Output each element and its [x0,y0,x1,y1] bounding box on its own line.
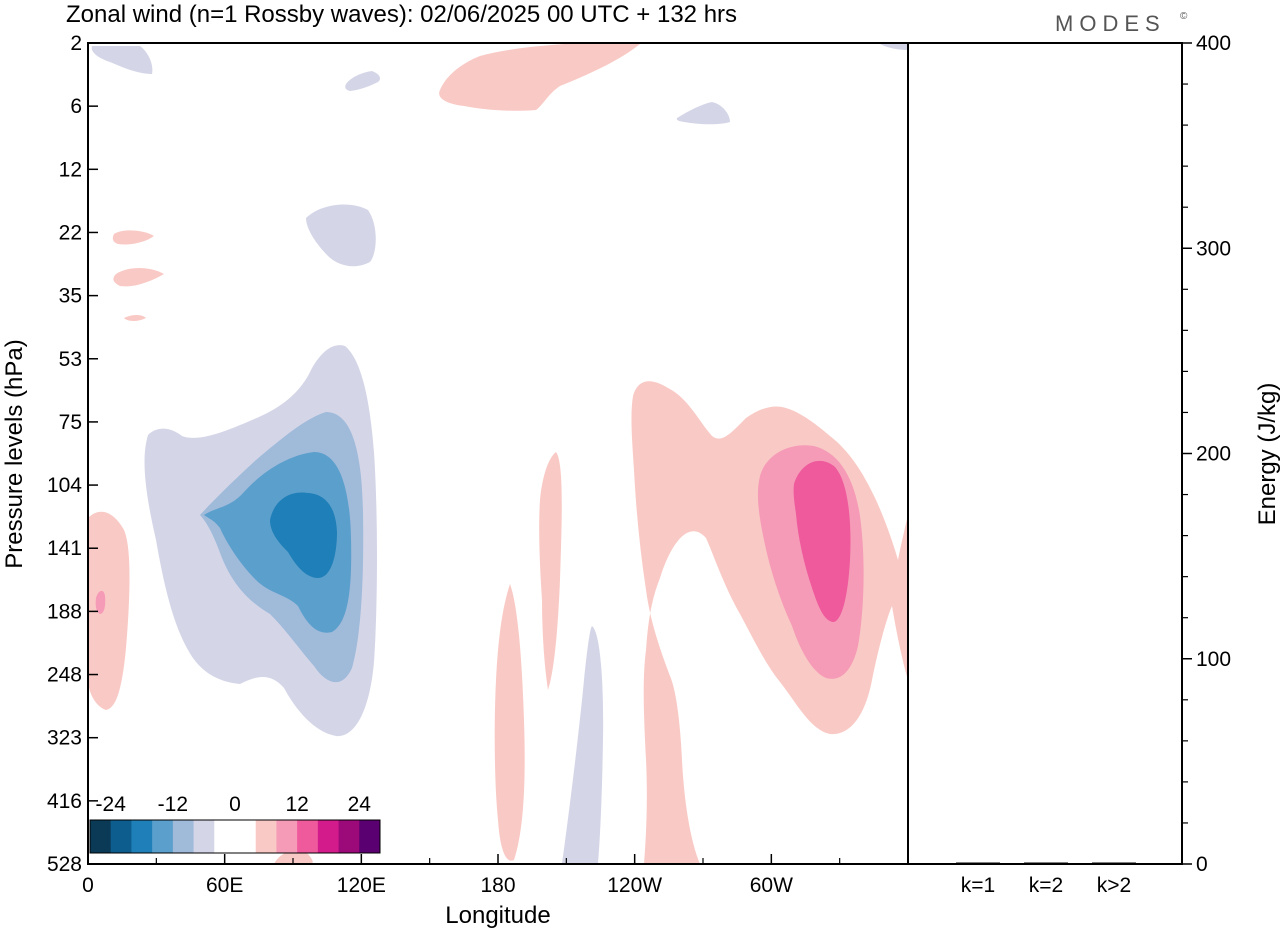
colorbar-label: 24 [348,793,372,816]
contour-pos-3-strip-a [539,452,562,690]
brand-name: MODES [1055,11,1166,36]
x-axis-label: Longitude [445,902,550,929]
colorbar-frame [89,819,381,854]
energy-bar [1092,862,1136,864]
colorbar-swatch [359,820,381,853]
y-tick-label: 323 [47,727,82,750]
x-tick-label: 120E [337,874,386,897]
x-tick-label: 0 [82,874,94,897]
y-tick-label: 22 [59,221,82,244]
colorbar-label: 12 [285,793,308,816]
contour-neg-3-top-small [345,71,380,91]
energy-bar [956,862,1000,864]
contour-neg-3-top-left [91,46,153,74]
energy-bars: k=1 k=2 k>2 [956,862,1136,897]
colorbar-swatch [317,820,340,853]
contour-neg-3-strip [562,626,604,864]
x-tick-label: 120W [607,874,662,897]
colorbar-swatch [90,820,112,853]
energy-tick-label: 0 [1196,853,1208,876]
contour-pos-9 [793,460,851,622]
colorbar-label: -24 [96,793,127,816]
energy-tick-label: 400 [1196,32,1231,55]
y-tick-label: 53 [59,348,82,371]
colorbar-label: -12 [158,793,188,816]
y-tick-label: 2 [70,32,82,55]
contour-pos-3-main [631,381,908,864]
x-tick-label: 180 [480,874,515,897]
contour-pos-3-small-c [124,315,146,321]
colorbar-swatch [255,820,277,853]
y-axis-label-right: Energy (J/kg) [1254,383,1280,526]
contour-pos-3-small-b [113,268,164,287]
longitude-axis: 0 60E 120E 180 120W 60W [82,854,841,897]
x-tick-label: 60E [206,874,243,897]
colorbar-swatch [172,820,195,853]
contour-neg-3-upper [306,204,376,267]
y-tick-label: 416 [47,790,82,813]
x-tick-label: 60W [750,874,793,897]
contour-pos-3-bottom [274,850,313,864]
contour-pos-6-dot [95,590,106,614]
y-tick-label: 35 [59,285,82,308]
energy-plot-frame [907,42,1183,865]
y-tick-label: 104 [47,474,82,497]
y-tick-label: 12 [59,158,82,181]
energy-bar [1024,862,1068,864]
y-tick-label: 75 [59,411,82,434]
energy-category-label: k=1 [961,874,995,897]
energy-category-label: k>2 [1097,874,1131,897]
colorbar-swatch [235,820,257,853]
colorbar-swatch [214,820,236,853]
colorbar-label: 0 [229,793,241,816]
colorbar-swatch [193,820,215,853]
y-tick-label: 141 [47,537,82,560]
colorbar: -24 -12 0 12 24 [89,793,381,854]
colorbar-swatch [131,820,153,853]
y-tick-label: 248 [47,664,82,687]
energy-tick-label: 300 [1196,237,1231,260]
y-tick-label: 188 [47,600,82,623]
y-tick-label: 528 [47,853,82,876]
colorbar-swatch [110,820,132,853]
colorbar-swatch [276,820,298,853]
contour-neg-3-top-right [880,44,908,50]
colorbar-swatch [338,820,360,853]
contour-neg-3-top-mid [676,102,730,125]
contour-pos-3-top [439,44,640,111]
pressure-axis: 2 6 12 22 35 53 75 104 141 188 248 323 416 528 [47,32,98,876]
energy-axis: 0 100 200 300 400 [1182,32,1231,876]
contour-pos-3-strip-b [494,584,525,861]
brand-mark: © [1180,11,1188,22]
contour-pos-3-left-edge [88,511,130,710]
chart-title: Zonal wind (n=1 Rossby waves): 02/06/202… [66,1,737,28]
contour-pos-3-small-a [112,230,154,245]
colorbar-swatch [297,820,319,853]
zonal-wind-contours [88,44,908,864]
contour-neg-12 [270,492,337,578]
energy-tick-label: 100 [1196,648,1231,671]
energy-tick-label: 200 [1196,443,1231,466]
y-axis-label-left: Pressure levels (hPa) [1,339,28,568]
y-tick-label: 6 [70,95,82,118]
colorbar-swatch [152,820,174,853]
modes-logo: MODES © [1055,11,1188,36]
energy-category-label: k=2 [1029,874,1063,897]
